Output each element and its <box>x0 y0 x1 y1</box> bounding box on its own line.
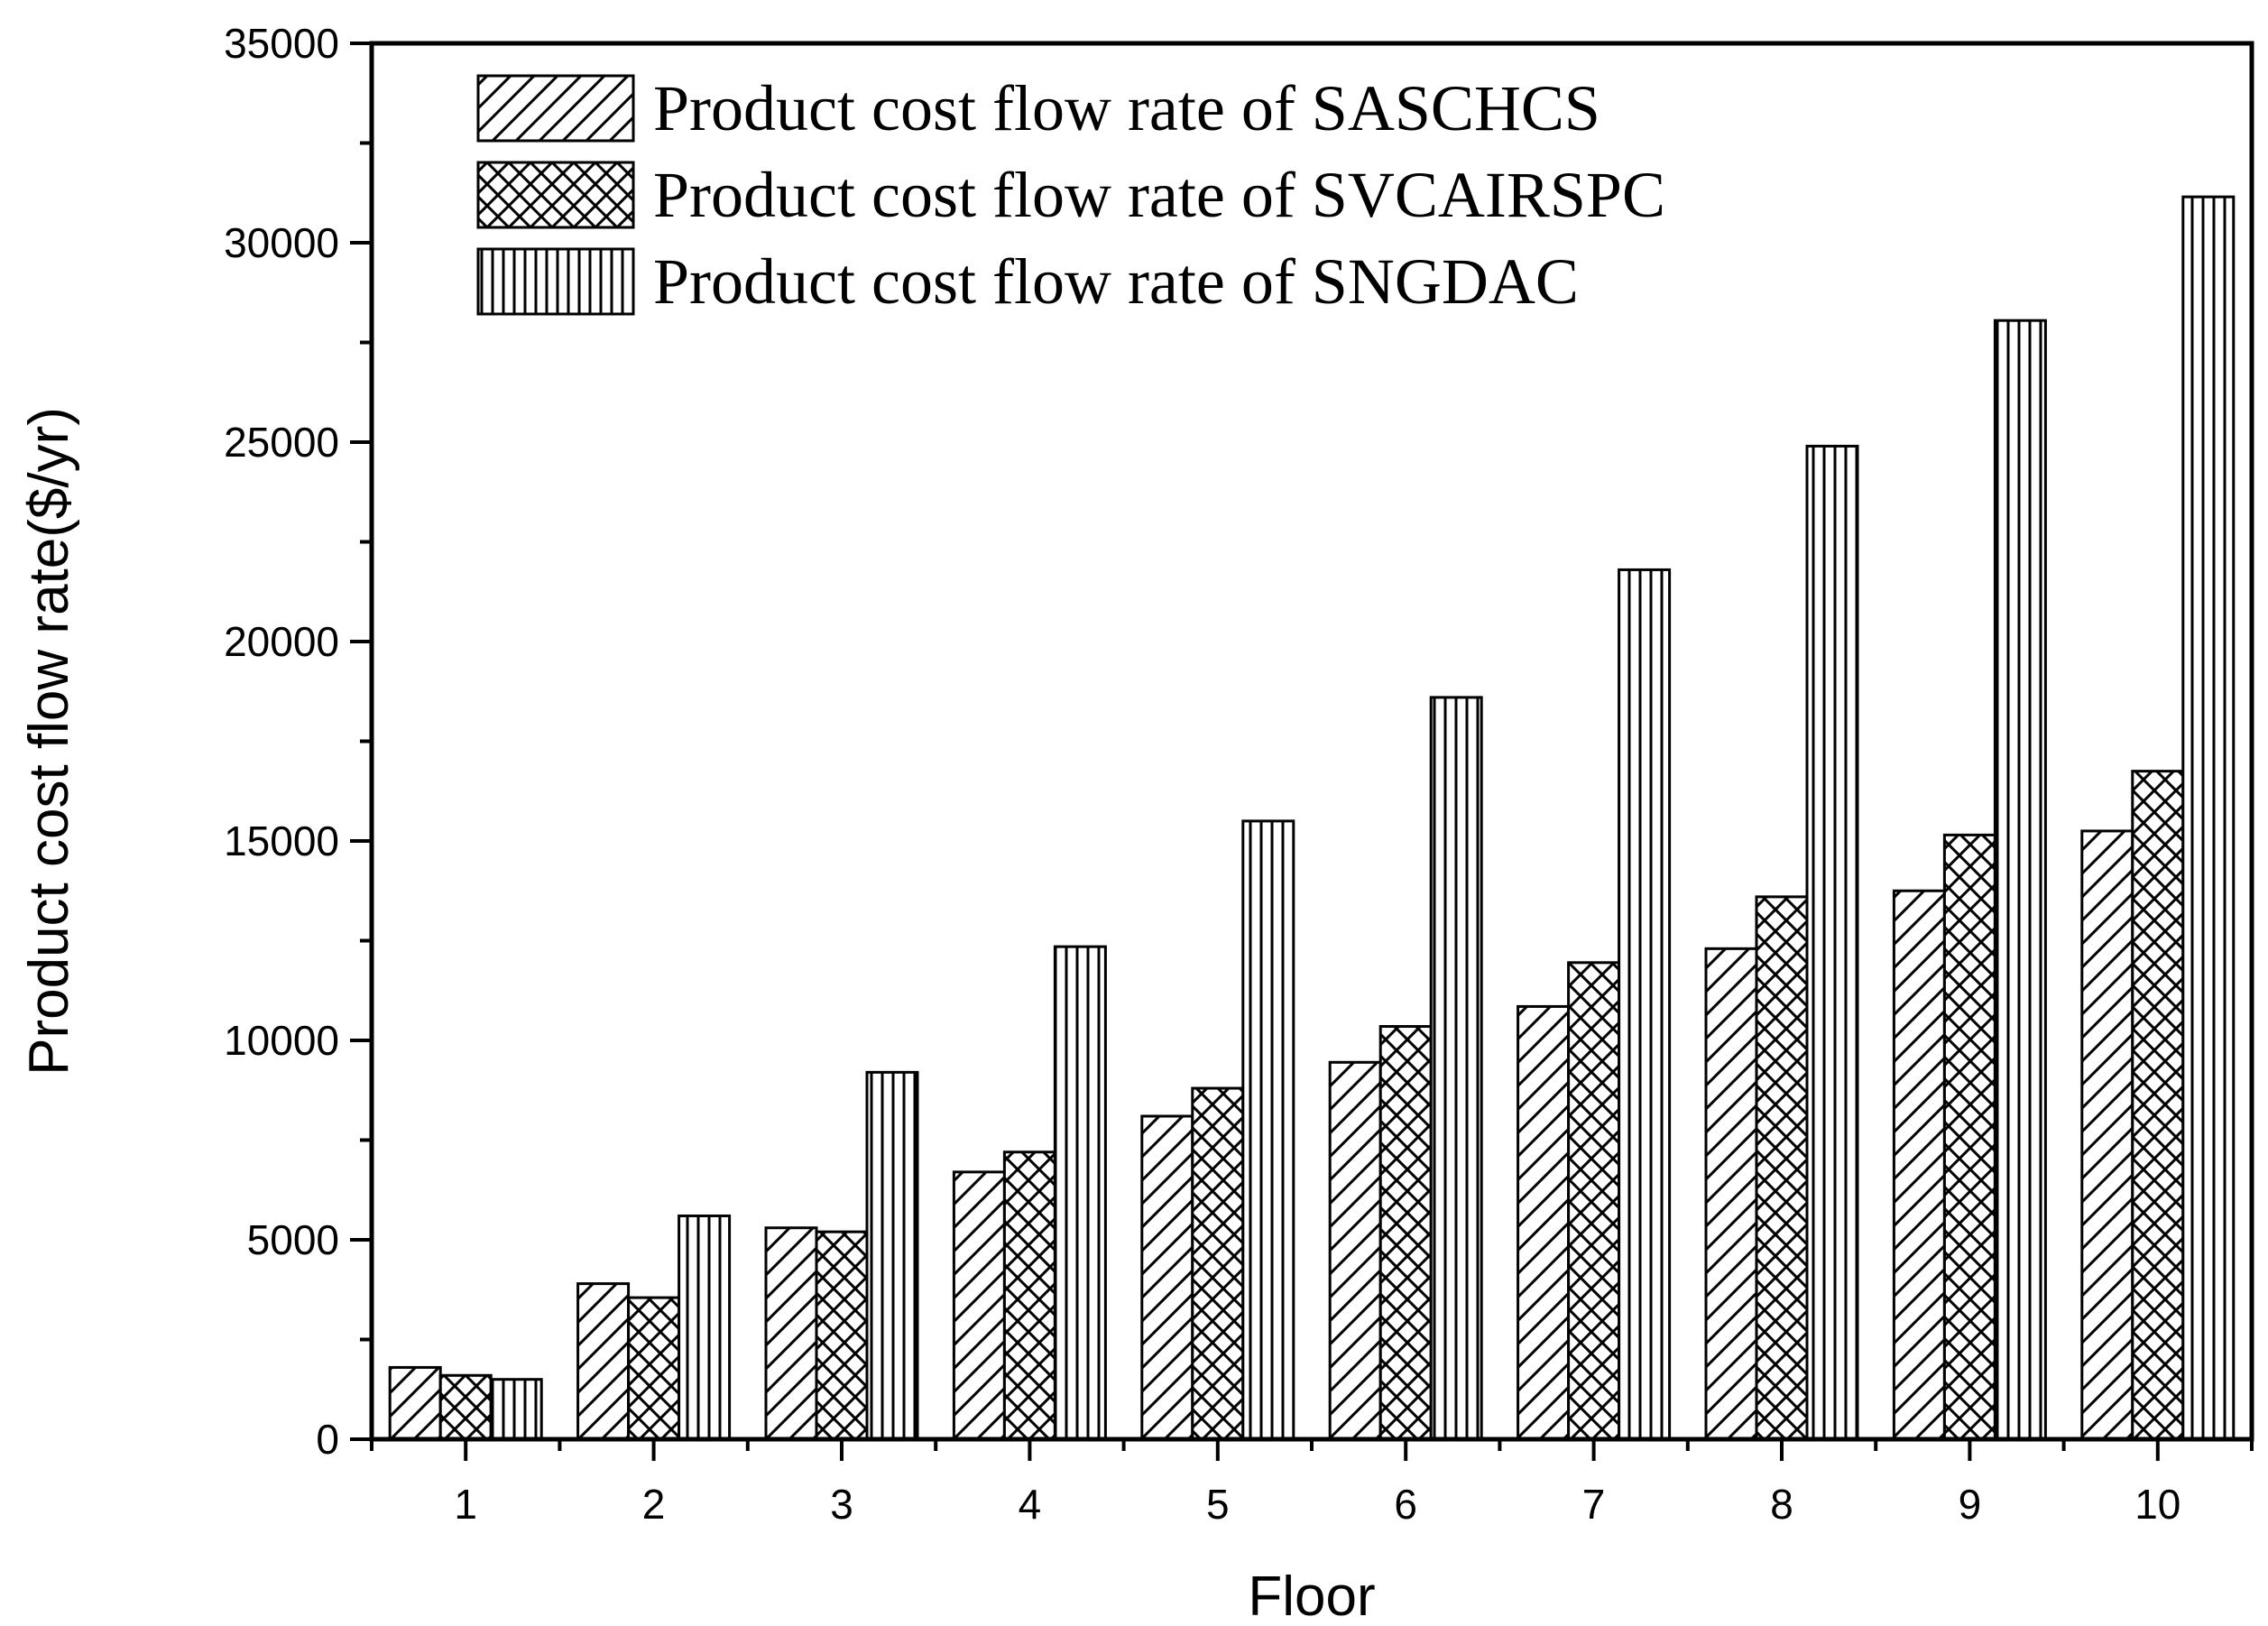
bar-series2-floor-7 <box>1567 961 1621 1441</box>
bar-series1-floor-10 <box>2080 829 2134 1441</box>
legend-label-series2: Product cost flow rate of SVCAIRSPC <box>653 159 1665 231</box>
y-axis: 0 5000 10000 15000 20000 25000 30000 35000 <box>224 20 372 1463</box>
bar-series2-floor-4 <box>1002 1150 1056 1441</box>
bar-series3-floor-8 <box>1805 444 1859 1441</box>
y-tick-label: 25000 <box>224 419 339 466</box>
legend-swatch-series2 <box>476 161 635 229</box>
bar-series3-floor-1 <box>489 1378 543 1441</box>
legend-label-series1: Product cost flow rate of SASCHCS <box>653 72 1600 144</box>
x-tick-label: 10 <box>2134 1481 2180 1528</box>
y-tick-label: 30000 <box>224 219 339 266</box>
x-tick-label: 9 <box>1959 1481 1982 1528</box>
y-tick-label: 10000 <box>224 1017 339 1064</box>
bar-series2-floor-10 <box>2131 770 2185 1441</box>
y-axis-title: Product cost flow rate($/yr) <box>18 407 80 1076</box>
x-tick-label: 4 <box>1019 1481 1042 1528</box>
bar-series1-floor-3 <box>764 1226 818 1441</box>
bar-series2-floor-6 <box>1378 1025 1433 1441</box>
bars-group <box>388 195 2236 1441</box>
bar-series3-floor-5 <box>1241 819 1295 1441</box>
x-tick-label: 1 <box>454 1481 477 1528</box>
bar-series2-floor-1 <box>438 1373 493 1441</box>
bar-series1-floor-9 <box>1892 889 1946 1441</box>
legend: Product cost flow rate of SASCHCS Product… <box>476 72 1665 318</box>
x-tick-label: 6 <box>1394 1481 1417 1528</box>
x-tick-label: 3 <box>830 1481 853 1528</box>
x-tick-label: 5 <box>1206 1481 1230 1528</box>
y-tick-label: 0 <box>316 1416 339 1463</box>
y-tick-label: 20000 <box>224 618 339 665</box>
y-tick-label: 35000 <box>224 20 339 67</box>
bar-series2-floor-3 <box>815 1230 869 1441</box>
bar-series3-floor-2 <box>678 1214 732 1441</box>
legend-swatch-series1 <box>476 74 635 143</box>
x-axis-title: Floor <box>1248 1566 1375 1626</box>
bar-series1-floor-1 <box>388 1365 442 1441</box>
y-tick-label: 5000 <box>247 1216 339 1263</box>
legend-label-series3: Product cost flow rate of SNGDAC <box>653 245 1579 318</box>
x-axis: 1 2 3 4 5 6 7 8 9 10 <box>370 1439 2254 1528</box>
bar-series1-floor-5 <box>1140 1114 1194 1441</box>
bar-series3-floor-6 <box>1429 696 1483 1441</box>
bar-series3-floor-7 <box>1618 568 1672 1441</box>
x-tick-label: 8 <box>1770 1481 1793 1528</box>
bar-series1-floor-8 <box>1704 947 1758 1441</box>
bar-series2-floor-8 <box>1755 895 1809 1441</box>
bar-series2-floor-2 <box>627 1296 681 1441</box>
x-tick-label: 7 <box>1582 1481 1606 1528</box>
y-tick-label: 15000 <box>224 818 339 864</box>
bar-series3-floor-3 <box>865 1070 919 1441</box>
bar-series2-floor-5 <box>1191 1086 1245 1441</box>
x-tick-label: 2 <box>642 1481 666 1528</box>
bar-series3-floor-9 <box>1993 319 2047 1441</box>
bar-series3-floor-4 <box>1053 945 1107 1441</box>
legend-swatch-series3 <box>476 247 635 316</box>
bar-series1-floor-2 <box>576 1282 631 1441</box>
bar-series1-floor-6 <box>1328 1060 1382 1441</box>
bar-series3-floor-10 <box>2181 195 2236 1441</box>
bar-series1-floor-4 <box>952 1170 1006 1441</box>
bar-series1-floor-7 <box>1517 1004 1571 1441</box>
bar-series2-floor-9 <box>1942 833 1996 1441</box>
